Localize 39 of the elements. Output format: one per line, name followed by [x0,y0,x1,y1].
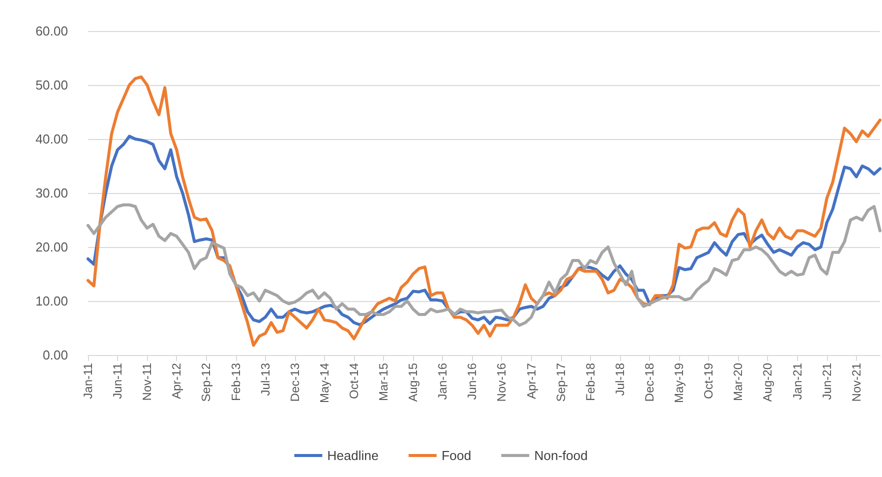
x-tick-label: Oct-14 [346,362,361,400]
x-tick-label: Jan-11 [81,362,95,399]
x-tick-label: Aug-15 [406,362,420,402]
y-tick-label: 50.00 [35,78,68,92]
x-tick-label: Aug-20 [760,362,775,402]
x-tick-label: Feb-13 [228,362,243,402]
x-tick-label: Nov-21 [849,362,864,402]
legend-label: Food [442,448,472,463]
legend-label: Headline [327,448,379,463]
line-series [86,203,882,327]
x-tick-label: Nov-16 [494,362,509,402]
x-tick-label: May-14 [317,362,332,404]
x-tick-label: Nov-11 [140,362,154,401]
x-tick-label: Jun-11 [110,362,125,399]
line-series [86,75,882,347]
y-tick-label: 20.00 [35,240,68,254]
x-tick-label: Dec-13 [288,362,302,402]
x-tick-label: Sep-17 [554,362,568,402]
x-tick-label: Mar-15 [376,362,391,402]
x-tick-label: Apr-12 [170,362,184,400]
x-tick-label: Dec-18 [642,362,656,402]
x-tick-label: Jun-16 [465,362,480,400]
y-tick-label: 30.00 [35,186,68,200]
y-tick-label: 40.00 [35,132,68,146]
y-tick-label: 60.00 [35,24,68,38]
x-tick-label: Jan-16 [436,362,450,400]
x-tick-label: Jul-18 [612,362,627,396]
legend-label: Non-food [534,448,588,463]
y-tick-label: 0.00 [42,348,68,362]
x-tick-label: Sep-12 [199,362,214,402]
x-tick-label: Mar-20 [731,362,746,402]
y-tick-label: 10.00 [35,294,68,308]
x-tick-label: Oct-19 [702,362,716,400]
x-tick-label: Jun-21 [820,362,834,400]
x-tick-label: Jan-21 [790,362,804,400]
x-tick-label: Jul-13 [258,362,272,396]
x-tick-label: Feb-18 [583,362,598,402]
x-tick-label: Apr-17 [524,362,538,400]
x-tick-label: May-19 [672,362,686,404]
